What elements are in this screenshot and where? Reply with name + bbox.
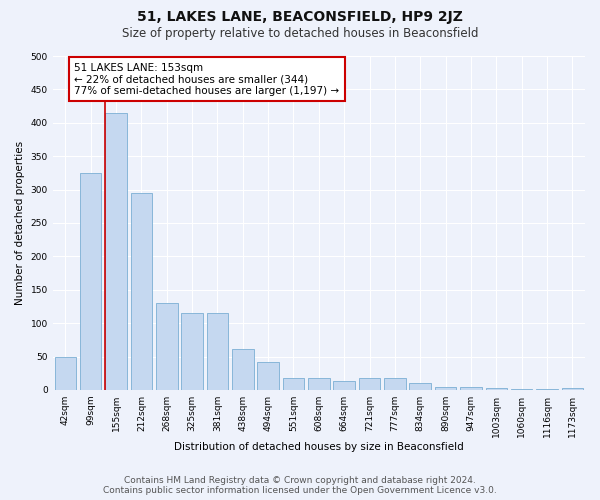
Bar — [334, 380, 355, 390]
Bar — [206, 313, 228, 390]
Bar — [232, 348, 254, 390]
Bar — [562, 388, 583, 390]
Bar — [105, 113, 127, 390]
Bar — [435, 386, 457, 390]
Bar — [308, 378, 329, 390]
Bar — [257, 362, 279, 390]
Bar — [80, 173, 101, 390]
Bar — [283, 378, 304, 390]
Y-axis label: Number of detached properties: Number of detached properties — [15, 141, 25, 305]
Bar — [181, 313, 203, 390]
Text: 51 LAKES LANE: 153sqm
← 22% of detached houses are smaller (344)
77% of semi-det: 51 LAKES LANE: 153sqm ← 22% of detached … — [74, 62, 340, 96]
Bar — [131, 193, 152, 390]
Bar — [55, 356, 76, 390]
Bar — [359, 378, 380, 390]
Text: 51, LAKES LANE, BEACONSFIELD, HP9 2JZ: 51, LAKES LANE, BEACONSFIELD, HP9 2JZ — [137, 10, 463, 24]
Bar — [511, 388, 532, 390]
Text: Size of property relative to detached houses in Beaconsfield: Size of property relative to detached ho… — [122, 28, 478, 40]
X-axis label: Distribution of detached houses by size in Beaconsfield: Distribution of detached houses by size … — [174, 442, 464, 452]
Bar — [409, 384, 431, 390]
Bar — [156, 303, 178, 390]
Bar — [384, 378, 406, 390]
Bar — [460, 386, 482, 390]
Bar — [536, 388, 558, 390]
Bar — [485, 388, 507, 390]
Text: Contains HM Land Registry data © Crown copyright and database right 2024.
Contai: Contains HM Land Registry data © Crown c… — [103, 476, 497, 495]
